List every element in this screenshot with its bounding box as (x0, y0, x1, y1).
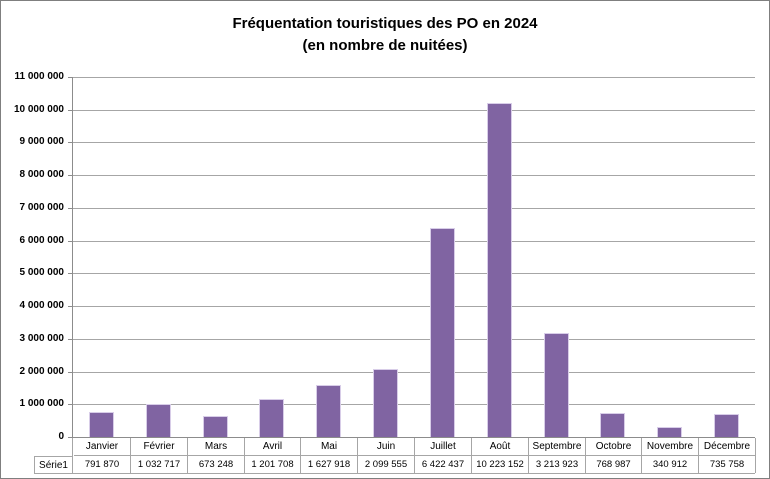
month-header-fevrier: Février (131, 438, 188, 456)
chart-title-block: Fréquentation touristiques des PO en 202… (1, 13, 769, 57)
y-axis-tick-11 (68, 77, 73, 78)
bar-aout[interactable] (487, 103, 512, 438)
month-header-aout: Août (472, 438, 529, 456)
value-cell-juin: 2 099 555 (358, 456, 415, 473)
month-header-juin: Juin (358, 438, 415, 456)
chart-title: Fréquentation touristiques des PO en 202… (232, 15, 538, 32)
y-axis-line (72, 78, 73, 438)
bar-juin[interactable] (373, 369, 398, 438)
gridline-8 (73, 175, 755, 176)
gridline-1 (73, 404, 755, 405)
value-cell-mars: 673 248 (188, 456, 245, 473)
y-axis-label-6: 6 000 000 (19, 235, 65, 246)
y-axis-label-0: 0 (58, 431, 64, 442)
y-axis-tick-9 (68, 142, 73, 143)
value-cell-novembre: 340 912 (642, 456, 699, 473)
value-cell-aout: 10 223 152 (472, 456, 529, 473)
gridline-11 (73, 77, 755, 78)
y-axis-label-1: 1 000 000 (19, 398, 65, 409)
month-header-decembre: Décembre (699, 438, 756, 456)
gridline-3 (73, 339, 755, 340)
bar-septembre[interactable] (544, 333, 569, 438)
gridline-2 (73, 372, 755, 373)
y-axis-tick-5 (68, 273, 73, 274)
gridline-6 (73, 241, 755, 242)
bar-juillet[interactable] (430, 228, 455, 438)
y-axis-tick-0 (68, 437, 73, 438)
month-header-mai: Mai (301, 438, 358, 456)
value-cell-fevrier: 1 032 717 (131, 456, 188, 473)
value-cell-avril: 1 201 708 (245, 456, 301, 473)
month-header-octobre: Octobre (586, 438, 642, 456)
y-axis-tick-8 (68, 175, 73, 176)
y-axis-tick-7 (68, 208, 73, 209)
y-axis-label-2: 2 000 000 (19, 366, 65, 377)
y-axis-tick-3 (68, 339, 73, 340)
value-cell-mai: 1 627 918 (301, 456, 358, 473)
y-axis-label-3: 3 000 000 (19, 333, 65, 344)
y-axis-label-11: 11 000 000 (14, 71, 65, 82)
month-header-janvier: Janvier (74, 438, 131, 456)
gridline-9 (73, 142, 755, 143)
gridline-7 (73, 208, 755, 209)
bar-janvier[interactable] (89, 412, 114, 438)
y-axis-label-5: 5 000 000 (19, 267, 65, 278)
month-header-avril: Avril (245, 438, 301, 456)
month-header-mars: Mars (188, 438, 245, 456)
gridline-10 (73, 110, 755, 111)
month-header-novembre: Novembre (642, 438, 699, 456)
gridline-4 (73, 306, 755, 307)
y-axis-label-8: 8 000 000 (19, 169, 65, 180)
series-name-cell: Série1 (34, 456, 72, 474)
y-axis-tick-2 (68, 372, 73, 373)
y-axis-label-7: 7 000 000 (19, 202, 65, 213)
series-name-label: Série1 (39, 460, 68, 471)
value-cell-janvier: 791 870 (74, 456, 131, 473)
y-axis-label-4: 4 000 000 (19, 300, 65, 311)
y-axis-label-10: 10 000 000 (13, 104, 64, 115)
y-axis-tick-1 (68, 404, 73, 405)
month-header-juillet: Juillet (415, 438, 472, 456)
x-axis-line (72, 437, 755, 438)
y-axis-tick-4 (68, 306, 73, 307)
value-cell-octobre: 768 987 (586, 456, 642, 473)
gridline-5 (73, 273, 755, 274)
month-header-septembre: Septembre (529, 438, 586, 456)
value-cell-juillet: 6 422 437 (415, 456, 472, 473)
y-axis-tick-10 (68, 110, 73, 111)
chart-subtitle: (en nombre de nuitées) (302, 37, 468, 54)
y-axis-label-9: 9 000 000 (19, 136, 65, 147)
value-cell-decembre: 735 758 (699, 456, 756, 473)
bar-decembre[interactable] (714, 414, 739, 438)
data-table: Janvier 791 870 Février 1 032 717 Mars 673 24… (72, 438, 756, 474)
value-cell-septembre: 3 213 923 (529, 456, 586, 473)
y-axis-tick-6 (68, 241, 73, 242)
